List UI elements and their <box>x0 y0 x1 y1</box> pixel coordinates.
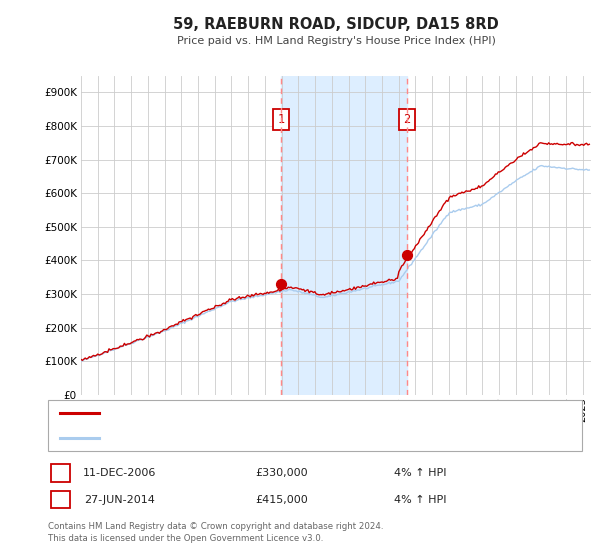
Text: Contains HM Land Registry data © Crown copyright and database right 2024.: Contains HM Land Registry data © Crown c… <box>48 522 383 531</box>
Text: 4% ↑ HPI: 4% ↑ HPI <box>394 468 446 478</box>
Point <box>276 279 286 288</box>
Text: Price paid vs. HM Land Registry's House Price Index (HPI): Price paid vs. HM Land Registry's House … <box>176 36 496 46</box>
Text: £415,000: £415,000 <box>256 494 308 505</box>
Text: 27-JUN-2014: 27-JUN-2014 <box>85 494 155 505</box>
Text: £330,000: £330,000 <box>256 468 308 478</box>
Text: HPI: Average price, detached house, Bexley: HPI: Average price, detached house, Bexl… <box>106 433 334 443</box>
Text: 1: 1 <box>277 113 284 126</box>
Text: 11-DEC-2006: 11-DEC-2006 <box>83 468 157 478</box>
Text: This data is licensed under the Open Government Licence v3.0.: This data is licensed under the Open Gov… <box>48 534 323 543</box>
Text: 2: 2 <box>57 493 64 506</box>
Text: 2: 2 <box>404 113 410 126</box>
Text: 59, RAEBURN ROAD, SIDCUP, DA15 8RD: 59, RAEBURN ROAD, SIDCUP, DA15 8RD <box>173 17 499 32</box>
Text: 1: 1 <box>57 466 64 480</box>
Bar <box>281 76 407 395</box>
Text: 59, RAEBURN ROAD, SIDCUP, DA15 8RD (detached house): 59, RAEBURN ROAD, SIDCUP, DA15 8RD (deta… <box>106 408 410 418</box>
Point <box>402 251 412 260</box>
Text: 4% ↑ HPI: 4% ↑ HPI <box>394 494 446 505</box>
